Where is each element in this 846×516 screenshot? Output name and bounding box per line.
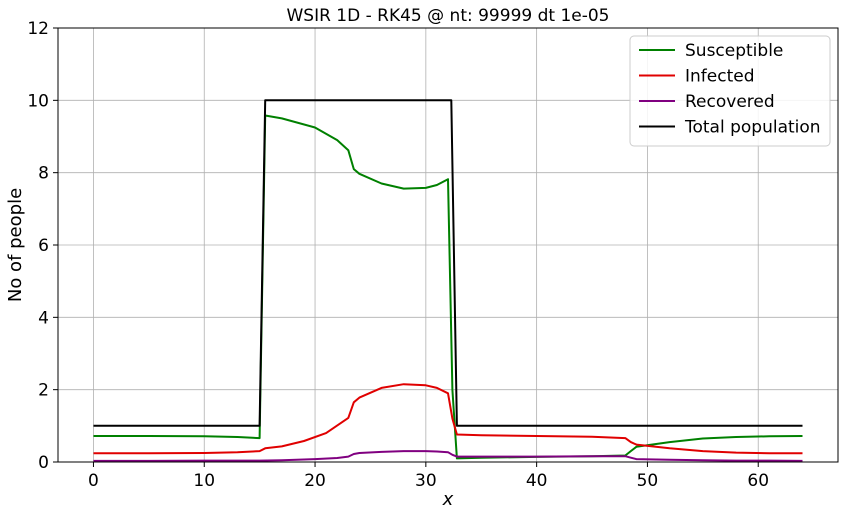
legend-label-recovered: Recovered [685,92,775,112]
legend-label-susceptible: Susceptible [685,41,783,61]
chart-title: WSIR 1D - RK45 @ nt: 99999 dt 1e-05 [286,6,609,26]
legend-box [629,35,831,147]
y-tick-label: 0 [38,453,49,473]
y-tick-label: 12 [27,19,49,39]
y-tick-label: 10 [27,91,49,111]
x-tick-label: 60 [747,471,769,491]
x-tick-label: 20 [304,471,326,491]
series-lines [93,99,803,462]
y-tick-label: 4 [38,308,49,328]
y-axis-label: No of people [5,188,26,302]
x-tick-label: 40 [526,471,548,491]
y-tick-label: 8 [38,164,49,184]
x-tick-label: 50 [637,471,659,491]
x-axis-label: x [442,489,454,510]
x-tick-label: 10 [193,471,215,491]
x-tick-label: 0 [88,471,99,491]
y-tick-label: 2 [38,381,49,401]
legend-label-total-population: Total population [684,118,821,138]
y-tick-label: 6 [38,236,49,256]
series-line-infected [93,383,803,455]
y-ticks: 0 2 4 6 8 10 12 [27,19,58,473]
x-tick-label: 30 [415,471,437,491]
series-line-total-population [93,99,803,427]
legend-label-infected: Infected [685,67,755,87]
legend: Susceptible Infected Recovered Total popula… [629,35,831,147]
series-line-recovered [93,450,803,462]
x-ticks: 0 10 20 30 40 50 60 [88,462,769,491]
